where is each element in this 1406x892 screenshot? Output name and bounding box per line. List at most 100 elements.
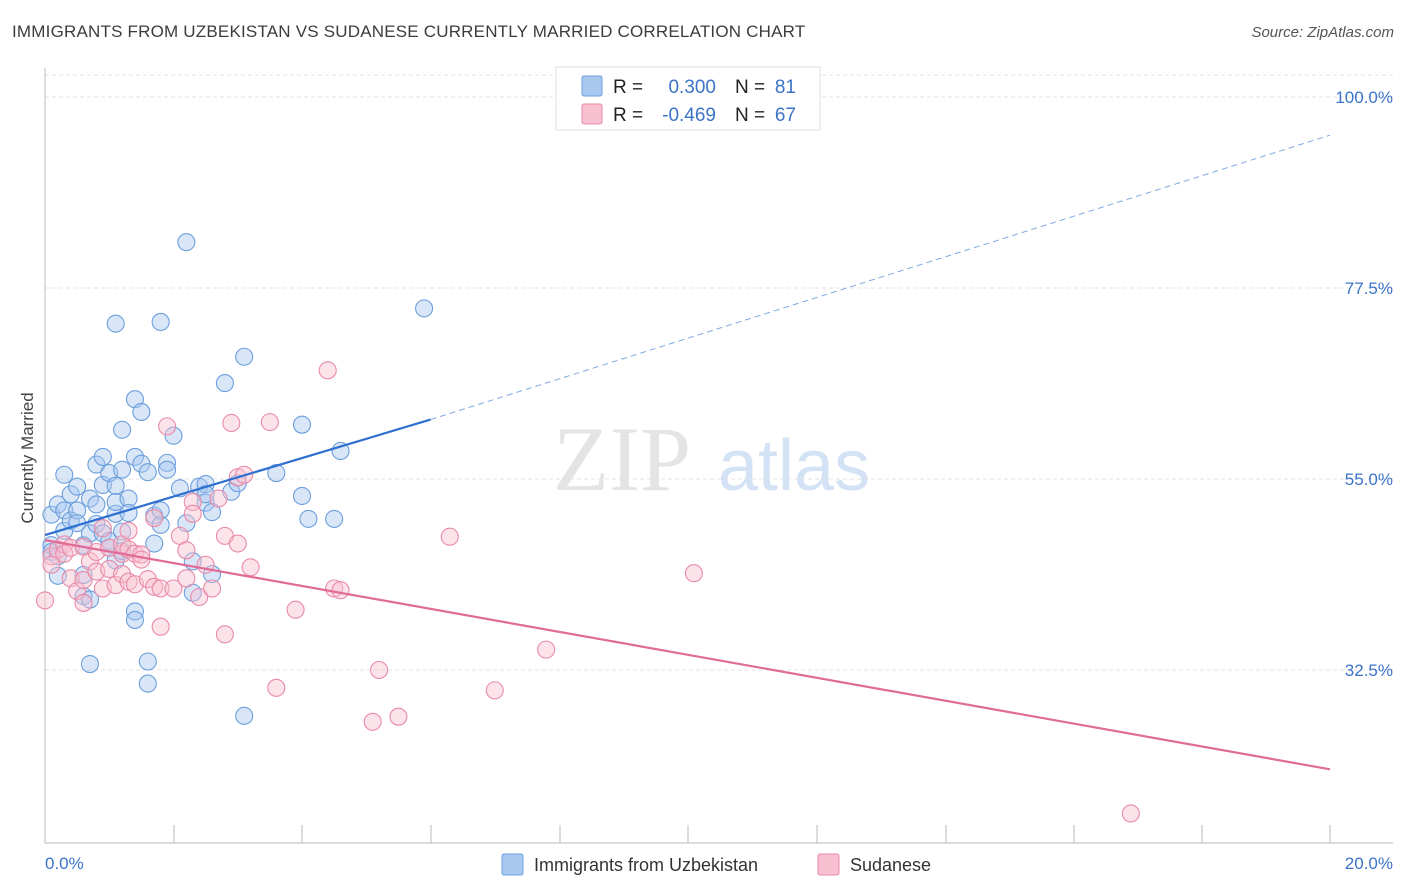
y-axis-label: Currently Married: [18, 392, 37, 523]
source-label: Source: ZipAtlas.com: [1251, 24, 1394, 41]
data-point: [177, 541, 196, 560]
data-point: [113, 460, 132, 479]
watermark-atlas: atlas: [718, 426, 870, 506]
data-point: [177, 233, 196, 252]
data-point: [119, 521, 138, 540]
legend-swatch: [581, 103, 603, 125]
data-point: [119, 503, 138, 523]
data-point: [260, 413, 279, 432]
data-point: [55, 465, 74, 484]
data-point: [125, 447, 144, 466]
data-point: [151, 579, 170, 598]
data-point: [80, 552, 100, 571]
data-point: [113, 420, 132, 439]
data-point: [164, 426, 183, 445]
legend-r-label: R =: [613, 77, 643, 98]
legend-n-label: N =: [735, 77, 765, 98]
data-point: [177, 569, 196, 588]
x-tick-label: 0.0%: [45, 854, 84, 873]
bottom-legend-label: Immigrants from Uzbekistan: [534, 855, 758, 875]
data-point: [331, 581, 350, 600]
legend-r-label: R =: [613, 105, 643, 126]
legend-n-value: 81: [775, 77, 796, 98]
data-point: [138, 570, 157, 589]
data-point: [93, 447, 112, 466]
data-point: [61, 485, 80, 504]
data-point: [1121, 804, 1140, 823]
data-point: [318, 361, 337, 380]
data-point: [363, 712, 382, 731]
data-point: [151, 617, 170, 636]
data-point: [138, 463, 157, 482]
data-point: [299, 509, 318, 528]
data-point: [68, 501, 87, 520]
data-point: [440, 527, 459, 546]
trend-line-sudanese: [44, 539, 1331, 771]
data-point: [241, 558, 260, 577]
data-point: [55, 501, 74, 520]
data-point: [267, 678, 286, 697]
data-point: [292, 486, 312, 506]
bottom-legend-swatch: [501, 853, 524, 876]
data-point: [42, 555, 61, 574]
bottom-legend: Immigrants from Uzbekistan Sudanese: [501, 853, 931, 876]
data-point: [183, 504, 202, 523]
data-point: [215, 374, 234, 393]
data-point: [215, 625, 234, 644]
chart-title: IMMIGRANTS FROM UZBEKISTAN VS SUDANESE C…: [12, 22, 806, 41]
data-point: [138, 652, 157, 671]
data-point: [132, 550, 151, 569]
data-point: [292, 415, 312, 434]
y-tick-label: 100.0%: [1335, 88, 1393, 107]
data-point: [158, 460, 177, 479]
watermark-zip: ZIP: [553, 408, 691, 510]
data-point: [93, 519, 112, 538]
data-point: [113, 522, 132, 541]
y-tick-label: 32.5%: [1345, 661, 1393, 680]
data-point: [93, 475, 112, 494]
bottom-legend-swatch: [817, 853, 840, 876]
data-point: [158, 453, 177, 472]
data-point: [151, 501, 170, 520]
data-point: [222, 413, 241, 433]
data-point: [209, 489, 228, 508]
data-point: [485, 681, 504, 700]
data-point: [151, 515, 170, 534]
data-point: [138, 674, 157, 693]
data-point: [87, 495, 106, 514]
data-point: [151, 312, 170, 332]
data-point: [267, 464, 286, 483]
data-point: [235, 706, 254, 725]
data-point: [325, 509, 344, 528]
data-point: [113, 565, 132, 584]
data-point: [145, 577, 164, 596]
data-point: [80, 655, 100, 674]
legend-r-value: -0.469: [662, 105, 716, 126]
data-point: [537, 640, 556, 659]
data-point: [415, 299, 434, 318]
data-point: [286, 600, 305, 619]
data-point: [158, 417, 177, 436]
data-point: [68, 477, 87, 496]
data-point: [389, 707, 408, 726]
data-point: [132, 402, 151, 421]
legend-r-value: 0.300: [668, 77, 716, 98]
data-point: [145, 508, 164, 528]
data-point: [164, 579, 183, 598]
data-point: [35, 591, 55, 610]
data-point: [74, 593, 93, 612]
data-point: [235, 347, 254, 366]
trend-line-uzbekistan: [44, 418, 431, 537]
data-point: [119, 489, 138, 508]
series-sudanese: [35, 361, 1140, 823]
y-tick-label: 55.0%: [1345, 470, 1393, 489]
x-tick-label: 20.0%: [1345, 854, 1393, 873]
data-point: [68, 582, 87, 601]
bottom-legend-label: Sudanese: [850, 855, 931, 875]
data-point: [87, 455, 106, 474]
data-point: [106, 476, 125, 495]
trend-line-uzbekistan-extension: [430, 134, 1331, 421]
data-point: [74, 570, 93, 590]
legend: R = 0.300 N = 81 R = -0.469 N = 67: [555, 66, 821, 131]
